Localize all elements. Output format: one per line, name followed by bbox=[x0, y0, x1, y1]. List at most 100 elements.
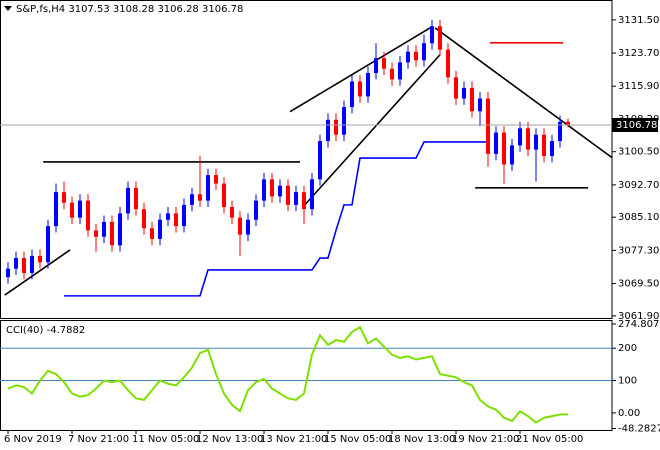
trend-line bbox=[4, 249, 71, 296]
x-tick-label: 21 Nov 05:00 bbox=[516, 434, 583, 445]
x-tick-label: 11 Nov 05:00 bbox=[132, 434, 199, 445]
trend-line bbox=[304, 54, 441, 206]
symbol: S&P,fs,H4 bbox=[16, 4, 65, 15]
candle-body bbox=[206, 175, 210, 201]
y-tick-label: 3077.30 bbox=[618, 245, 659, 256]
candle-body bbox=[254, 200, 258, 220]
price-header: S&P,fs,H4 3107.53 3108.28 3106.28 3106.7… bbox=[16, 4, 243, 15]
candle-body bbox=[14, 258, 18, 269]
trend-line bbox=[289, 27, 431, 113]
candle-body bbox=[6, 268, 10, 278]
candle-body bbox=[542, 134, 546, 156]
menu-triangle bbox=[4, 6, 12, 11]
candle-body bbox=[374, 58, 378, 74]
candle-body bbox=[158, 219, 162, 239]
candle-body bbox=[134, 187, 138, 210]
candle-body bbox=[486, 98, 490, 154]
candle-body bbox=[406, 51, 410, 63]
candle-body bbox=[494, 132, 498, 154]
trend-line bbox=[434, 27, 613, 159]
candle-body bbox=[54, 192, 58, 227]
candle-body bbox=[22, 258, 26, 273]
candle-body bbox=[422, 43, 426, 61]
candle-body bbox=[30, 255, 34, 273]
candle-body bbox=[446, 49, 450, 78]
cci-value: -4.7882 bbox=[47, 325, 86, 336]
x-tick-label: 18 Nov 13:00 bbox=[388, 434, 455, 445]
candle-body bbox=[214, 175, 218, 184]
candle-body bbox=[430, 26, 434, 44]
candle-body bbox=[558, 121, 562, 142]
candle-body bbox=[470, 87, 474, 112]
cci-line bbox=[7, 325, 569, 424]
candle-body bbox=[230, 206, 234, 218]
candle-body bbox=[222, 183, 226, 207]
open-value: 3107.53 bbox=[68, 4, 109, 15]
candle-body bbox=[502, 132, 506, 165]
x-tick-label: 7 Nov 21:00 bbox=[68, 434, 129, 445]
high-value: 3108.28 bbox=[113, 4, 154, 15]
candle-body bbox=[566, 121, 570, 125]
y-tick-label: 3085.10 bbox=[618, 212, 659, 223]
candle-body bbox=[414, 51, 418, 61]
y-tick-label: 3092.70 bbox=[618, 180, 659, 191]
x-tick-label: 6 Nov 2019 bbox=[4, 434, 62, 445]
y-tick-label: 3069.50 bbox=[618, 279, 659, 290]
candle-body bbox=[118, 213, 122, 246]
candle-body bbox=[150, 228, 154, 239]
candle-body bbox=[166, 213, 170, 220]
x-tick-label: 12 Nov 13:00 bbox=[196, 434, 263, 445]
candle-body bbox=[302, 192, 306, 210]
candle-body bbox=[270, 179, 274, 197]
y-tick-label: 3131.50 bbox=[618, 15, 659, 26]
candle-body bbox=[246, 219, 250, 235]
cci-title: CCI(40) bbox=[6, 325, 44, 336]
candle-body bbox=[350, 81, 354, 108]
y-tick-label: 3123.70 bbox=[618, 48, 659, 59]
current-price-box bbox=[612, 117, 658, 132]
x-tick-label: 13 Nov 21:00 bbox=[260, 434, 327, 445]
candle-body bbox=[518, 128, 522, 146]
price-panel-frame bbox=[0, 0, 613, 319]
candle-body bbox=[126, 187, 130, 214]
candle-body bbox=[102, 221, 106, 237]
y-tick-label: -48.2827 bbox=[618, 424, 660, 435]
y-tick-label: 3061.90 bbox=[618, 311, 659, 322]
y-tick-label: 274.8075 bbox=[618, 319, 660, 330]
candle-body bbox=[310, 179, 314, 210]
candle-body bbox=[70, 202, 74, 218]
candle-body bbox=[110, 221, 114, 246]
candle-body bbox=[390, 68, 394, 80]
candle-body bbox=[526, 128, 530, 150]
y-tick-label: 3100.50 bbox=[618, 147, 659, 158]
candle-body bbox=[326, 119, 330, 142]
cci-panel-frame bbox=[0, 320, 613, 431]
candle-body bbox=[334, 119, 338, 135]
candle-body bbox=[286, 185, 290, 205]
candle-body bbox=[78, 200, 82, 218]
candle-body bbox=[198, 194, 202, 201]
y-tick-label: 100 bbox=[618, 376, 637, 387]
candle-body bbox=[438, 26, 442, 50]
candle-body bbox=[382, 58, 386, 69]
candle-body bbox=[174, 213, 178, 227]
candle-body bbox=[318, 141, 322, 180]
candle-body bbox=[550, 141, 554, 156]
candle-body bbox=[398, 62, 402, 80]
y-tick-label: 200 bbox=[618, 343, 637, 354]
candle-body bbox=[478, 98, 482, 112]
candle-body bbox=[294, 192, 298, 205]
candle-body bbox=[510, 145, 514, 165]
candle-body bbox=[238, 217, 242, 235]
candle-body bbox=[358, 81, 362, 97]
candle-body bbox=[278, 185, 282, 197]
x-tick-label: 19 Nov 21:00 bbox=[452, 434, 519, 445]
candle-body bbox=[342, 107, 346, 135]
candle-body bbox=[62, 192, 66, 203]
indicator-line bbox=[64, 141, 488, 297]
y-tick-label: 3115.90 bbox=[618, 81, 659, 92]
candle-body bbox=[86, 200, 90, 231]
candle-body bbox=[94, 230, 98, 237]
